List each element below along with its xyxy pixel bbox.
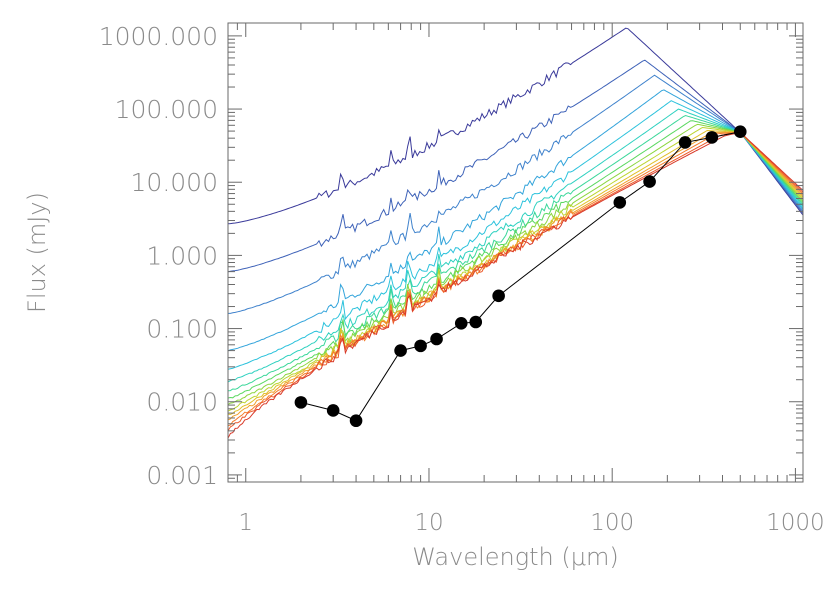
y-tick-label: 0.001 <box>146 461 218 490</box>
observed-point <box>705 131 719 144</box>
observed-point <box>326 404 340 417</box>
y-axis-ticks: 0.001 0.010 0.100 1.000 10.000 100.000 1000.00… <box>99 22 803 490</box>
observed-point <box>492 289 505 303</box>
observed-point <box>294 396 308 409</box>
model-curve <box>228 74 803 314</box>
model-curve <box>228 120 803 399</box>
model-curve <box>228 59 803 273</box>
y-tick-label: 1000.000 <box>99 22 218 51</box>
model-curve <box>228 114 803 392</box>
observed-point <box>643 175 656 188</box>
y-tick-label: 0.010 <box>146 388 218 417</box>
y-tick-label: 0.100 <box>146 315 218 344</box>
observed-point <box>349 414 363 428</box>
x-axis-ticks: 1 10 100 1000 <box>227 23 824 536</box>
observed-point <box>394 344 407 357</box>
model-curve <box>228 132 803 432</box>
observed-point <box>613 196 627 209</box>
model-curve <box>228 100 803 370</box>
y-axis-title: Flux (mJy) <box>23 192 51 313</box>
model-curve <box>228 131 803 421</box>
observed-point <box>414 339 427 353</box>
y-tick-label: 100.000 <box>115 95 218 124</box>
y-tick-label: 1.000 <box>146 241 218 270</box>
model-curve <box>228 129 803 415</box>
observed-point <box>733 125 747 139</box>
observed-point <box>454 317 468 330</box>
x-tick-label: 100 <box>590 510 634 536</box>
observed-point <box>430 332 443 346</box>
model-curve <box>228 132 803 439</box>
model-curve <box>228 27 803 225</box>
model-curve <box>228 131 803 427</box>
x-tick-label: 10 <box>414 510 443 536</box>
x-tick-label: 1 <box>238 510 253 536</box>
plot-frame <box>227 22 804 483</box>
model-curves <box>228 27 803 439</box>
x-tick-label: 1000 <box>766 510 824 536</box>
x-axis-title: Wavelength (μm) <box>412 543 619 571</box>
observed-line <box>300 131 741 422</box>
model-curve <box>228 108 803 383</box>
y-tick-label: 10.000 <box>131 168 218 197</box>
observed-sed <box>294 125 747 428</box>
model-curve <box>228 89 803 352</box>
model-curve <box>228 123 803 405</box>
observed-point <box>678 136 692 149</box>
observed-point <box>469 315 483 329</box>
